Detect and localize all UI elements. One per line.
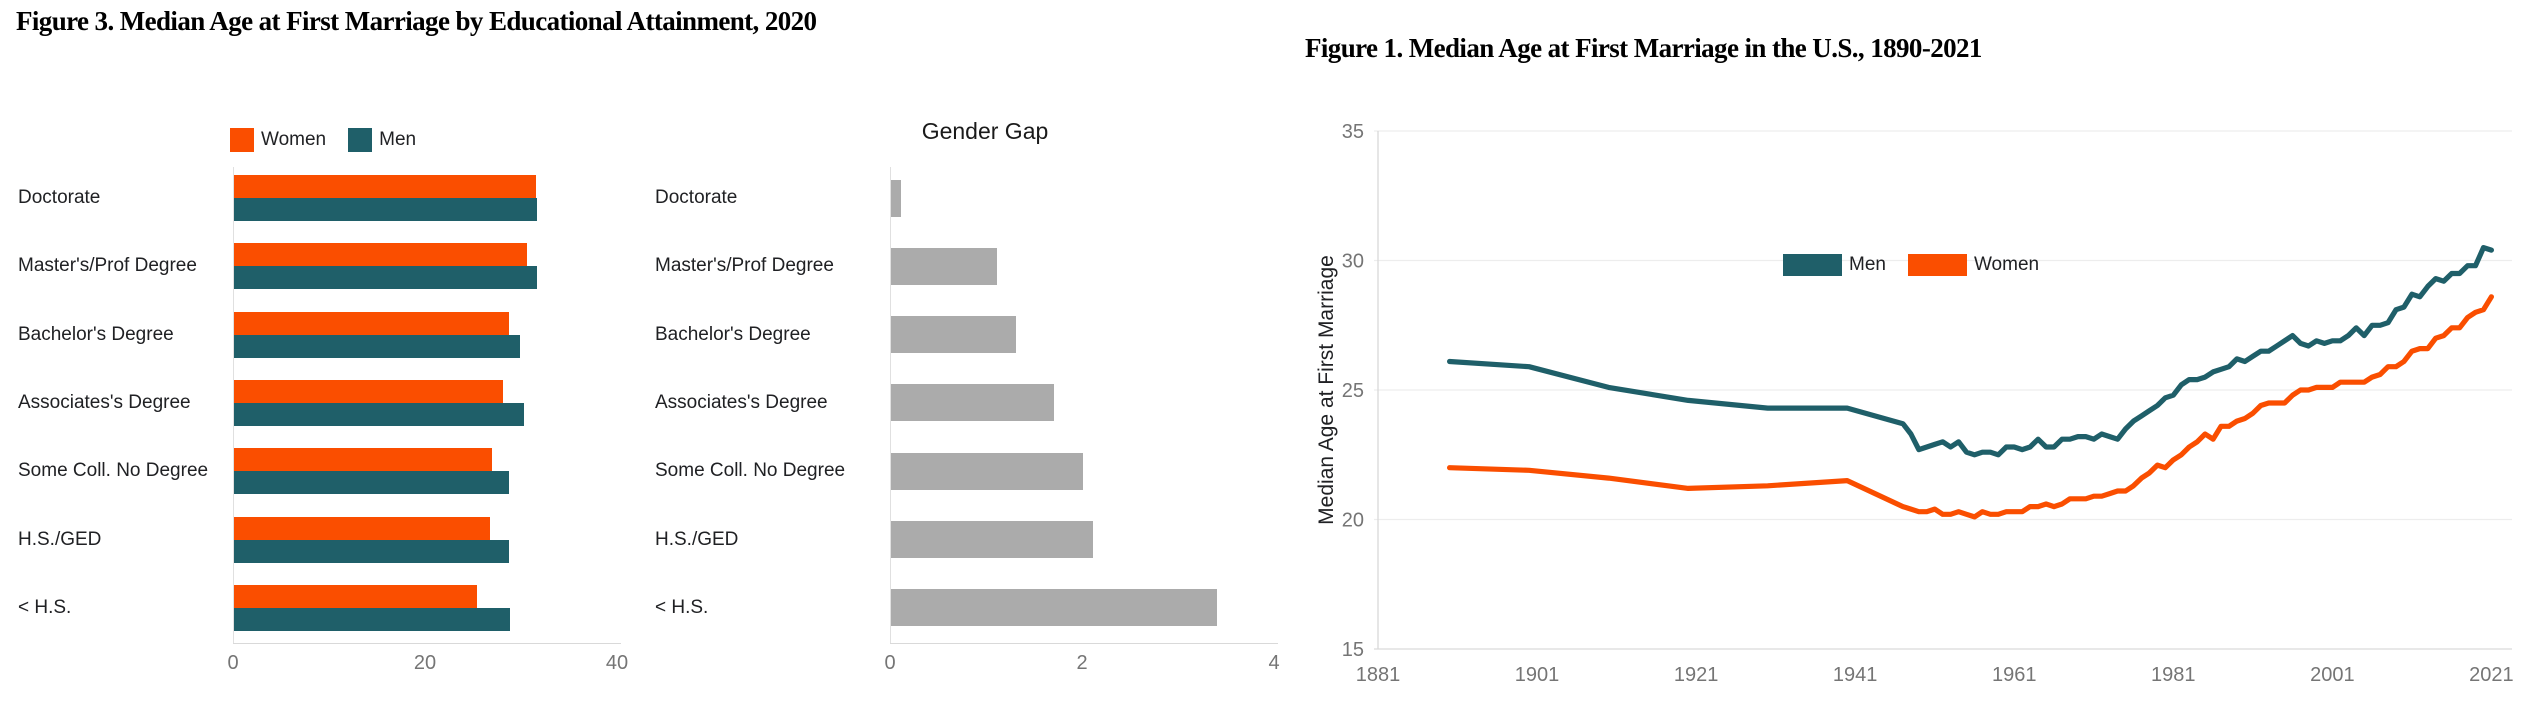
women-line-legend-label: Women (1973, 254, 2040, 275)
men-series-line[interactable] (1446, 245, 2494, 458)
legend-item-men-line[interactable]: Men (1783, 254, 1886, 276)
x-tick-label: 4 (1268, 652, 1280, 674)
x-tick-label: 40 (605, 652, 629, 674)
category-label: Some Coll. No Degree (18, 460, 209, 482)
women-legend-swatch (230, 128, 254, 152)
women-bar[interactable] (234, 516, 491, 540)
x-tick-label: 1881 (1356, 664, 1401, 686)
men-bar[interactable] (234, 607, 510, 631)
x-tick-label: 2021 (2469, 664, 2514, 686)
legend-item-women[interactable]: Women (230, 128, 326, 152)
women-series-line[interactable] (1446, 294, 2494, 520)
x-tick-label: 1961 (1992, 664, 2037, 686)
men-line-legend-swatch (1783, 254, 1842, 276)
men-bar[interactable] (234, 539, 509, 563)
y-tick-label: 15 (1342, 639, 1364, 661)
gap-bar[interactable] (891, 589, 1218, 627)
women-bar[interactable] (234, 448, 493, 472)
y-tick-label: 20 (1342, 510, 1364, 532)
men-bar[interactable] (234, 198, 538, 221)
category-label: < H.S. (18, 596, 72, 618)
category-label: H.S./GED (655, 528, 739, 550)
y-tick-label: 25 (1342, 380, 1364, 402)
gender-gap-y-axis-line (890, 167, 891, 643)
category-label: Doctorate (18, 187, 101, 208)
women-bar[interactable] (234, 175, 537, 198)
category-label: Associates's Degree (18, 391, 191, 413)
gap-bar[interactable] (891, 452, 1083, 490)
category-label: Associates's Degree (655, 391, 828, 413)
x-tick-label: 1901 (1515, 664, 1560, 686)
x-tick-label: 2001 (2310, 664, 2355, 686)
men-bar[interactable] (234, 334, 521, 358)
women-bar[interactable] (234, 243, 527, 267)
x-tick-label: 20 (413, 652, 437, 674)
gap-bar[interactable] (891, 316, 1016, 354)
figure3-y-axis-line (233, 167, 234, 643)
men-bar[interactable] (234, 402, 524, 426)
category-label: Doctorate (655, 187, 738, 208)
x-tick-label: 1981 (2151, 664, 2196, 686)
category-label: < H.S. (655, 596, 709, 618)
men-legend-label: Men (379, 129, 417, 150)
men-legend-swatch (348, 128, 373, 152)
men-bar[interactable] (234, 266, 538, 290)
category-label: Some Coll. No Degree (655, 460, 846, 482)
category-label: H.S./GED (18, 528, 102, 550)
x-tick-label: 0 (227, 652, 239, 674)
women-bar[interactable] (234, 379, 503, 403)
women-bar[interactable] (234, 311, 509, 335)
gender-gap-x-axis-line (890, 643, 1278, 644)
figure1-title: Figure 1. Median Age at First Marriage i… (1305, 33, 1982, 63)
men-line-legend-label: Men (1849, 254, 1886, 275)
figure3-legend: Women Men (230, 128, 438, 152)
y-tick-label: 30 (1342, 251, 1364, 273)
x-tick-label: 2 (1076, 652, 1088, 674)
women-bar[interactable] (234, 584, 477, 608)
x-tick-label: 0 (884, 652, 896, 674)
men-bar[interactable] (234, 471, 509, 495)
women-line-legend-swatch (1907, 254, 1967, 276)
gender-gap-title: Gender Gap (921, 118, 1049, 144)
figure3-title: Figure 3. Median Age at First Marriage b… (16, 6, 817, 36)
gap-bar[interactable] (891, 247, 997, 285)
figure1-legend: Men Women (1783, 254, 2061, 276)
category-label: Master's/Prof Degree (18, 255, 197, 277)
x-tick-label: 1921 (1674, 664, 1719, 686)
figure3-x-axis-line (233, 643, 621, 644)
category-label: Bachelor's Degree (18, 323, 174, 345)
legend-item-women-line[interactable]: Women (1907, 254, 2040, 276)
y-tick-label: 35 (1342, 121, 1364, 143)
gap-bar[interactable] (891, 521, 1093, 558)
legend-item-men[interactable]: Men (348, 128, 416, 152)
x-tick-label: 1941 (1833, 664, 1878, 686)
women-legend-label: Women (261, 129, 327, 150)
gap-bar[interactable] (891, 179, 901, 217)
category-label: Master's/Prof Degree (655, 255, 834, 277)
category-label: Bachelor's Degree (655, 323, 811, 345)
gap-bar[interactable] (891, 384, 1055, 422)
